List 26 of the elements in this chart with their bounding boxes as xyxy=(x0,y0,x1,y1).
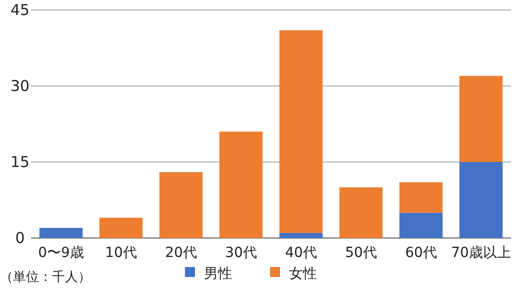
bar xyxy=(159,172,203,238)
bar xyxy=(279,232,323,238)
y-tick-label: 45 xyxy=(10,1,30,19)
x-tick-label: 60代 xyxy=(405,245,437,261)
bar xyxy=(459,76,503,162)
x-tick-label: 40代 xyxy=(285,245,317,261)
y-tick-label: 15 xyxy=(10,153,30,171)
y-tick-label: 0 xyxy=(15,229,25,247)
bar xyxy=(99,218,143,238)
x-tick-label: 0〜9歳 xyxy=(38,245,84,261)
text: （単位：千人） xyxy=(0,270,91,285)
bar xyxy=(399,182,443,213)
bar xyxy=(459,162,503,238)
x-tick-label: 20代 xyxy=(165,245,197,261)
x-tick-label: 30代 xyxy=(225,245,257,261)
x-tick-label: 70歳以上 xyxy=(451,245,511,261)
x-tick-label: 10代 xyxy=(105,245,137,261)
bar xyxy=(339,187,383,238)
bar xyxy=(399,212,443,238)
y-tick-label: 30 xyxy=(10,77,30,95)
legend-label: 女性 xyxy=(289,266,317,282)
bar xyxy=(279,30,323,233)
legend-label: 男性 xyxy=(204,266,232,282)
bar xyxy=(39,228,83,238)
x-tick-label: 50代 xyxy=(345,245,377,261)
bar xyxy=(219,132,263,238)
